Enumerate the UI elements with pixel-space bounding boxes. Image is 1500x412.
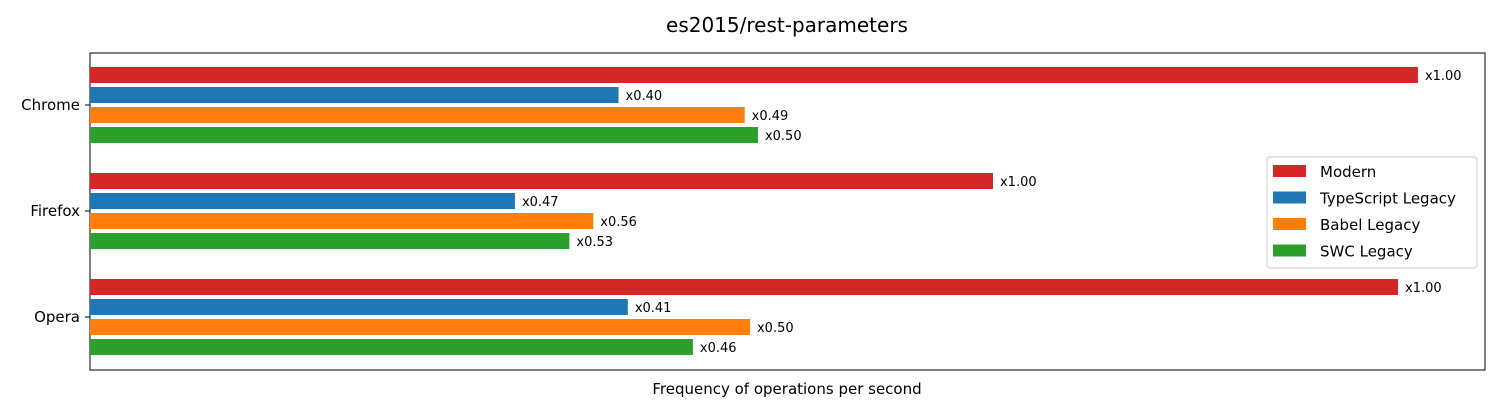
chart-title: es2015/rest-parameters bbox=[666, 13, 908, 37]
legend-label: Modern bbox=[1320, 163, 1376, 181]
data-label: x0.53 bbox=[576, 235, 613, 250]
data-label: x0.50 bbox=[757, 321, 794, 336]
bar bbox=[90, 233, 570, 249]
y-tick-label: Firefox bbox=[30, 202, 80, 220]
legend-swatch bbox=[1273, 218, 1306, 230]
data-label: x0.50 bbox=[765, 129, 802, 144]
legend-label: SWC Legacy bbox=[1320, 243, 1413, 261]
legend-swatch bbox=[1273, 191, 1306, 204]
bar bbox=[90, 87, 619, 103]
legend-box bbox=[1266, 156, 1478, 269]
bar bbox=[90, 339, 693, 355]
legend: Modern TypeScript Legacy Babel Legacy SWC L… bbox=[1266, 156, 1478, 269]
legend-swatch bbox=[1273, 165, 1306, 177]
data-label: x1.00 bbox=[1000, 175, 1037, 190]
legend-swatch bbox=[1273, 244, 1306, 257]
bar bbox=[90, 299, 628, 315]
data-label: x0.47 bbox=[522, 195, 559, 210]
y-axis: Chrome Firefox Opera bbox=[21, 96, 90, 326]
data-label: x0.49 bbox=[752, 109, 789, 124]
data-label: x0.46 bbox=[700, 341, 737, 356]
data-label: x0.56 bbox=[600, 215, 637, 230]
x-axis-label: Frequency of operations per second bbox=[652, 380, 921, 398]
data-label: x1.00 bbox=[1425, 69, 1462, 84]
bar bbox=[90, 107, 745, 123]
bar bbox=[90, 173, 993, 189]
bar bbox=[90, 193, 515, 209]
bars-group: x1.00 x0.40 x0.49 x0.50 x1.00 x0.47 x0.56 x0.53… bbox=[90, 67, 1462, 356]
bar bbox=[90, 67, 1418, 83]
data-label: x0.41 bbox=[635, 301, 672, 316]
legend-label: Babel Legacy bbox=[1320, 216, 1420, 234]
y-tick-label: Opera bbox=[34, 308, 80, 326]
bar bbox=[90, 319, 750, 335]
bar bbox=[90, 213, 594, 229]
data-label: x1.00 bbox=[1405, 281, 1442, 296]
y-tick-label: Chrome bbox=[21, 96, 80, 114]
data-label: x0.40 bbox=[626, 89, 663, 104]
legend-label: TypeScript Legacy bbox=[1319, 190, 1456, 208]
bar bbox=[90, 127, 758, 143]
bar bbox=[90, 279, 1399, 295]
